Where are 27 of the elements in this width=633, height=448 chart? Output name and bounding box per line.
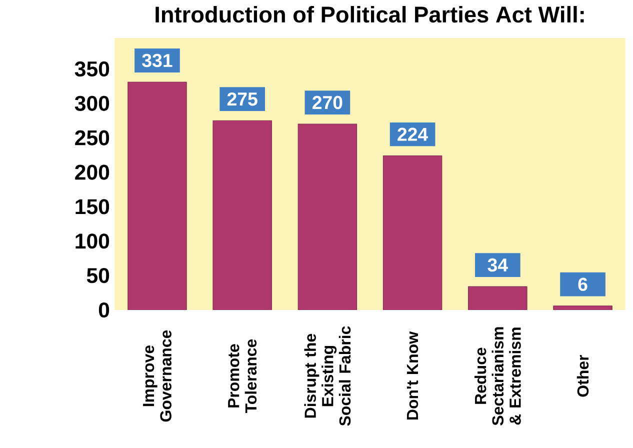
x-tick-label: Promote Tolerance — [228, 339, 257, 414]
data-label: 275 — [227, 92, 258, 106]
bar — [553, 306, 612, 310]
chart-title: Introduction of Political Parties Act Will: — [156, 6, 584, 23]
y-tick-label: 100 — [76, 234, 110, 249]
bar — [128, 82, 187, 310]
y-tick-label: 200 — [75, 164, 110, 180]
bar — [382, 155, 442, 310]
x-tick-label: Reduce Sectarianism & Extremism — [474, 327, 521, 426]
data-label: 34 — [488, 258, 508, 272]
bar — [468, 286, 528, 310]
y-tick-label: 0 — [98, 302, 110, 318]
data-label: 224 — [398, 128, 428, 141]
x-tick-label: Other — [576, 354, 589, 397]
bar — [298, 124, 358, 310]
data-label: 6 — [578, 278, 588, 291]
y-tick-label: 300 — [74, 96, 110, 111]
data-label: 270 — [312, 96, 342, 110]
y-tick-label: 350 — [74, 61, 110, 77]
data-label: 331 — [142, 54, 172, 68]
x-tick-label: Disrupt the Existing Social Fabric — [304, 326, 351, 426]
x-tick-label: Improve Governance — [142, 330, 172, 422]
y-tick-label: 50 — [86, 268, 110, 284]
x-tick-label: Don't Know — [406, 331, 418, 420]
y-tick-label: 150 — [76, 199, 110, 214]
bar — [212, 120, 272, 310]
y-tick-label: 250 — [75, 130, 110, 146]
